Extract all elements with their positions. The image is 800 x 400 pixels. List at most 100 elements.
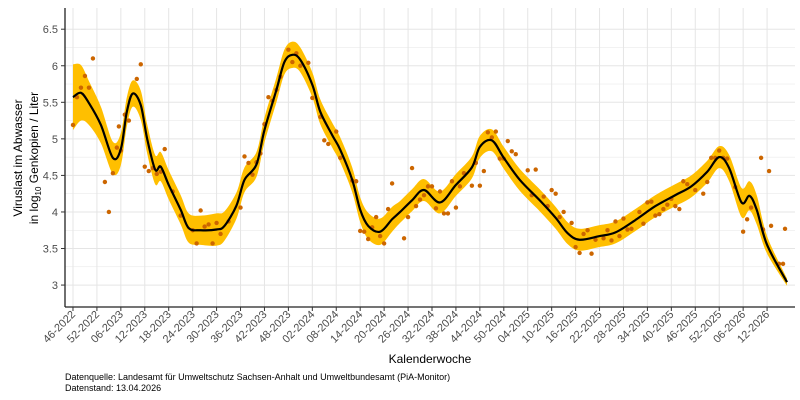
data-point	[705, 179, 710, 185]
data-point	[238, 205, 243, 210]
data-point	[589, 251, 594, 256]
data-point	[724, 156, 730, 161]
data-point	[429, 184, 435, 189]
data-point	[665, 202, 670, 207]
data-point	[561, 209, 566, 215]
data-point	[421, 192, 427, 198]
data-point	[86, 85, 92, 90]
data-point	[389, 181, 395, 186]
data-point	[90, 56, 96, 61]
data-point	[441, 211, 447, 216]
data-point	[116, 124, 122, 129]
data-point	[533, 167, 538, 172]
data-point	[629, 226, 634, 231]
data-point	[609, 238, 614, 243]
data-point	[748, 205, 754, 210]
data-point	[744, 217, 750, 222]
data-point	[625, 227, 630, 232]
data-point	[306, 60, 311, 66]
data-point	[557, 214, 562, 220]
data-point	[338, 155, 343, 161]
data-point	[489, 135, 495, 140]
data-point	[457, 184, 463, 189]
data-point	[218, 231, 223, 237]
data-point	[361, 229, 367, 234]
data-point	[768, 223, 774, 229]
y-tick-label: 4	[52, 207, 58, 219]
data-point	[142, 164, 147, 169]
data-point	[505, 138, 510, 144]
data-point	[549, 187, 554, 193]
data-point	[661, 206, 666, 212]
data-point	[198, 208, 203, 213]
data-point	[601, 236, 606, 241]
data-point	[645, 200, 650, 205]
data-point	[453, 205, 459, 210]
data-point	[553, 191, 558, 196]
data-point	[649, 199, 654, 204]
data-point	[214, 220, 219, 226]
y-tick-label: 3.5	[43, 244, 58, 256]
data-point	[326, 141, 331, 147]
data-point	[693, 187, 698, 193]
data-point	[138, 62, 143, 67]
data-date-caption: Datenstand: 13.04.2026	[65, 383, 161, 393]
data-point	[477, 183, 483, 188]
data-point	[782, 226, 788, 231]
data-point	[322, 138, 327, 143]
data-point	[497, 156, 503, 161]
data-point	[673, 203, 678, 209]
data-point	[469, 183, 475, 188]
y-tick-label: 4.5	[43, 170, 58, 182]
smooth-trend-line	[72, 53, 788, 283]
data-point	[573, 244, 578, 250]
data-point	[78, 85, 84, 90]
data-point	[445, 211, 451, 216]
data-point	[641, 221, 646, 226]
data-point	[202, 224, 207, 229]
data-point	[621, 216, 626, 221]
data-point	[206, 222, 211, 227]
x-axis-title: Kalenderwoche	[389, 352, 472, 366]
data-point	[433, 206, 439, 211]
data-point	[310, 95, 315, 101]
y-axis-title-line2: in log10 Genkopien / Liter	[27, 92, 43, 224]
data-point	[114, 145, 120, 150]
y-tick-label: 5	[52, 134, 58, 146]
data-point	[405, 214, 411, 220]
data-point	[385, 206, 391, 212]
data-point	[334, 129, 339, 134]
y-tick-label: 5.5	[43, 97, 58, 109]
data-point	[154, 171, 159, 177]
grid	[65, 8, 795, 307]
y-axis-title-line1: Viruslast im Abwasser	[11, 99, 25, 216]
data-point	[246, 160, 251, 166]
data-point	[146, 168, 151, 174]
data-point	[569, 220, 574, 226]
data-point	[581, 231, 586, 237]
data-point	[593, 237, 598, 242]
data-point	[194, 241, 199, 246]
data-point	[413, 203, 419, 209]
data-point	[266, 94, 271, 100]
data-point	[290, 59, 295, 65]
data-point	[134, 76, 140, 82]
y-tick-label: 3	[52, 280, 58, 292]
x-tick-labels: 46-202252-202206-202312-202318-202324-20…	[41, 307, 772, 346]
data-point	[286, 47, 291, 52]
data-point	[605, 228, 610, 233]
data-point	[585, 228, 590, 233]
data-point	[365, 236, 371, 242]
data-point	[162, 146, 167, 152]
data-point	[417, 197, 423, 202]
data-point	[70, 122, 76, 128]
data-point	[126, 118, 132, 123]
data-point	[481, 168, 487, 174]
data-point	[685, 181, 690, 187]
data-point	[780, 261, 786, 267]
confidence-band	[72, 41, 788, 286]
data-point	[373, 214, 379, 220]
data-point	[298, 63, 303, 68]
data-point	[485, 130, 491, 135]
data-point	[102, 179, 108, 185]
